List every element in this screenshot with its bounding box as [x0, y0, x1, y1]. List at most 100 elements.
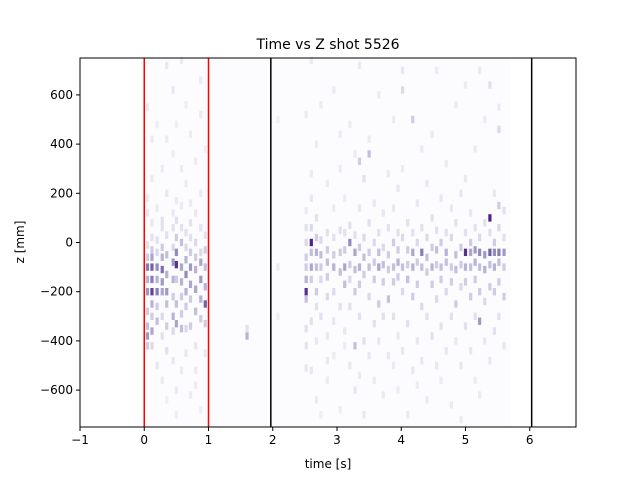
heatmap-cell: [459, 189, 463, 197]
heatmap-cell: [338, 406, 342, 414]
heatmap-cell: [174, 386, 178, 394]
heatmap-cell: [497, 103, 501, 111]
heatmap-cell: [425, 312, 429, 320]
heatmap-cell: [459, 361, 463, 370]
heatmap-cell: [332, 86, 336, 94]
heatmap-cell: [497, 248, 501, 257]
heatmap-cell: [155, 248, 159, 257]
heatmap-cell: [314, 337, 319, 345]
heatmap-cell: [454, 337, 458, 345]
heatmap-cell: [377, 91, 381, 99]
heatmap-cell: [411, 292, 415, 301]
heatmap-cell: [353, 150, 357, 158]
heatmap-cell: [174, 300, 178, 308]
heatmap-cell: [425, 253, 429, 261]
plot-area: [79, 56, 577, 428]
heatmap-cell: [430, 130, 434, 138]
heatmap-cell: [165, 270, 169, 279]
heatmap-cell: [488, 214, 492, 222]
heatmap-cell: [174, 233, 178, 242]
heatmap-cell: [420, 302, 424, 311]
heatmap-cell: [150, 263, 154, 271]
heatmap-cell: [338, 165, 342, 173]
heatmap-cell: [171, 243, 175, 252]
heatmap-cell: [309, 56, 313, 65]
heatmap-cell: [174, 120, 178, 129]
heatmap-cell: [174, 196, 178, 205]
heatmap-cell: [492, 327, 497, 335]
heatmap-cell: [396, 184, 400, 193]
heatmap-cell: [304, 238, 308, 247]
heatmap-cell: [171, 327, 175, 335]
heatmap-cell: [492, 248, 497, 257]
heatmap-cell: [184, 270, 188, 279]
heatmap-cell: [478, 263, 482, 271]
heatmap-cell: [325, 273, 329, 281]
heatmap-cell: [304, 288, 308, 296]
heatmap-cell: [160, 265, 164, 274]
x-tick-label: 4: [397, 433, 405, 447]
heatmap-cell: [357, 157, 362, 166]
heatmap-cell: [155, 236, 159, 244]
heatmap-cell: [199, 189, 203, 197]
x-axis-label: time [s]: [305, 457, 352, 471]
heatmap-cell: [449, 312, 453, 320]
heatmap-cell: [304, 263, 308, 271]
heatmap-cell: [381, 312, 385, 320]
heatmap-cell: [314, 140, 319, 148]
heatmap-cell: [502, 248, 506, 257]
heatmap-cell: [343, 228, 347, 237]
heatmap-cell: [203, 319, 207, 328]
heatmap-cell: [199, 295, 203, 303]
heatmap-cell: [449, 204, 453, 212]
heatmap-cell: [473, 312, 477, 320]
heatmap-cell: [420, 248, 424, 257]
heatmap-cell: [145, 288, 150, 296]
heatmap-cell: [367, 135, 371, 143]
heatmap-cell: [150, 246, 154, 254]
heatmap-cell: [155, 120, 159, 129]
heatmap-cell: [338, 268, 342, 276]
heatmap-cell: [325, 258, 329, 266]
heatmap-cell: [391, 115, 396, 124]
heatmap-cell: [391, 278, 396, 286]
heatmap-cell: [155, 302, 159, 311]
heatmap-cell: [171, 292, 175, 301]
heatmap-cell: [165, 189, 169, 197]
heatmap-cell: [194, 157, 198, 166]
heatmap-cell: [449, 401, 453, 409]
heatmap-cell: [309, 194, 313, 202]
heatmap-cell: [332, 317, 336, 325]
heatmap-cell: [203, 300, 207, 308]
heatmap-cell: [184, 349, 188, 357]
heatmap-cell: [165, 231, 169, 239]
heatmap-cell: [171, 86, 175, 94]
heatmap-cell: [454, 265, 458, 274]
heatmap-cell: [194, 265, 198, 274]
heatmap-cell: [406, 275, 410, 284]
heatmap-cell: [444, 248, 448, 257]
heatmap-cell: [276, 263, 280, 271]
heatmap-cell: [362, 174, 366, 183]
heatmap-cell: [400, 288, 405, 296]
heatmap-cell: [309, 248, 313, 257]
heatmap-cell: [411, 248, 415, 257]
heatmap-cell: [304, 295, 308, 303]
heatmap-cell: [338, 302, 342, 311]
heatmap-cell: [478, 288, 482, 296]
heatmap-cell: [188, 233, 193, 242]
heatmap-cell: [439, 275, 443, 284]
heatmap-cell: [357, 61, 362, 70]
heatmap-cell: [391, 263, 396, 271]
heatmap-cell: [174, 216, 178, 225]
heatmap-cell: [145, 322, 150, 330]
heatmap-cell: [304, 275, 308, 284]
heatmap-cell: [179, 292, 184, 301]
heatmap-cell: [179, 165, 184, 173]
heatmap-cell: [332, 233, 336, 242]
heatmap-cell: [319, 275, 323, 284]
heatmap-cell: [377, 337, 381, 345]
heatmap-cell: [497, 312, 501, 320]
heatmap-cell: [184, 302, 188, 311]
